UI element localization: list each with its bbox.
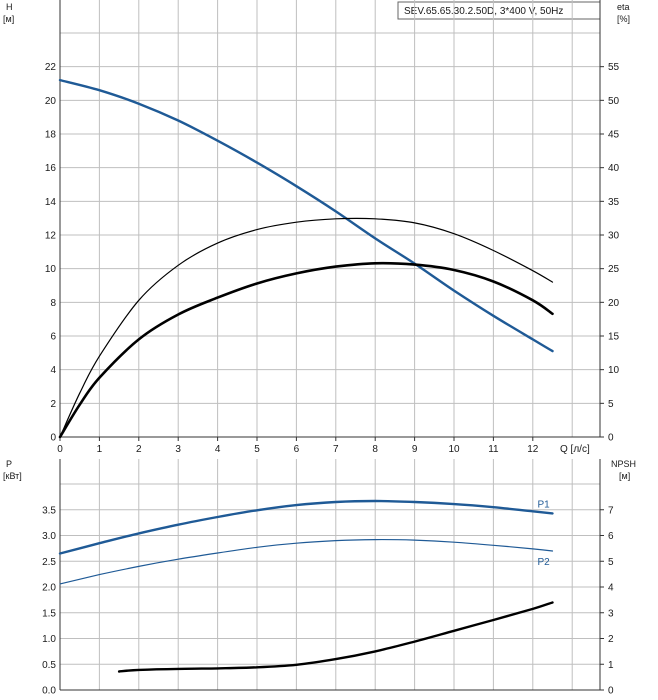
y-left-tick-label: 8 xyxy=(50,298,56,309)
y-left-tick-label: 0.0 xyxy=(42,686,56,697)
top-axes: 0246810121416182022051015202530354045505… xyxy=(45,0,620,455)
q-axis-label: Q [л/с] xyxy=(560,444,590,455)
y-right-tick-label: 4 xyxy=(608,583,614,594)
y-right-tick-label: 30 xyxy=(608,231,620,242)
x-tick-label: 10 xyxy=(448,444,460,455)
y-left-tick-label: 2 xyxy=(50,399,56,410)
h-axis-unit: [м] xyxy=(3,14,14,24)
y-right-tick-label: 0 xyxy=(608,686,614,697)
y-right-tick-label: 20 xyxy=(608,298,620,309)
y-right-tick-label: 5 xyxy=(608,557,614,568)
x-tick-label: 5 xyxy=(254,444,260,455)
x-tick-label: 2 xyxy=(136,444,142,455)
series-label-p2: P2 xyxy=(538,557,551,568)
y-left-tick-label: 1.5 xyxy=(42,608,56,619)
x-tick-label: 6 xyxy=(294,444,300,455)
h-axis-title: H xyxy=(6,2,13,12)
series-p1-line xyxy=(58,499,554,555)
y-right-tick-label: 10 xyxy=(608,365,620,376)
y-right-tick-label: 5 xyxy=(608,399,614,410)
series-h-line xyxy=(58,78,554,353)
y-left-tick-label: 22 xyxy=(45,62,57,73)
npsh-axis-unit: [м] xyxy=(619,471,630,481)
y-left-tick-label: 2.0 xyxy=(42,583,56,594)
top-grid xyxy=(60,0,600,438)
series-eta-thick-line xyxy=(58,261,554,439)
y-right-tick-label: 50 xyxy=(608,96,620,107)
series-label-p1: P1 xyxy=(538,499,551,510)
x-tick-label: 3 xyxy=(175,444,181,455)
y-right-tick-label: 3 xyxy=(608,608,614,619)
series-p2-line xyxy=(59,538,554,585)
y-left-tick-label: 16 xyxy=(45,163,57,174)
y-left-tick-label: 0.5 xyxy=(42,660,56,671)
y-right-tick-label: 1 xyxy=(608,660,614,671)
y-right-tick-label: 0 xyxy=(608,433,614,444)
y-right-tick-label: 6 xyxy=(608,531,614,542)
y-right-tick-label: 15 xyxy=(608,332,620,343)
x-tick-label: 4 xyxy=(215,444,221,455)
p-axis-unit: [кВт] xyxy=(3,471,22,481)
x-tick-label: 1 xyxy=(97,444,103,455)
y-left-tick-label: 4 xyxy=(50,365,56,376)
model-label: SEV.65.65.30.2.50D, 3*400 V, 50Hz xyxy=(404,6,563,17)
y-right-tick-label: 45 xyxy=(608,130,620,141)
y-right-tick-label: 55 xyxy=(608,62,620,73)
y-left-tick-label: 0 xyxy=(50,433,56,444)
y-left-tick-label: 1.0 xyxy=(42,634,56,645)
npsh-axis-title: NPSH xyxy=(611,459,636,469)
x-tick-label: 11 xyxy=(488,444,499,455)
eta-axis-unit: [%] xyxy=(617,14,630,24)
y-left-tick-label: 2.5 xyxy=(42,557,56,568)
bottom-grid xyxy=(60,459,600,691)
x-tick-label: 0 xyxy=(57,444,63,455)
y-left-tick-label: 14 xyxy=(45,197,57,208)
y-left-tick-label: 6 xyxy=(50,332,56,343)
y-left-tick-label: 18 xyxy=(45,130,57,141)
y-left-tick-label: 10 xyxy=(45,264,57,275)
series-npsh-line xyxy=(117,601,554,673)
y-right-tick-label: 25 xyxy=(608,264,620,275)
y-left-tick-label: 3.5 xyxy=(42,505,56,516)
p-axis-title: P xyxy=(6,459,12,469)
y-left-tick-label: 12 xyxy=(45,231,57,242)
y-left-tick-label: 20 xyxy=(45,96,57,107)
x-tick-label: 12 xyxy=(527,444,539,455)
bottom-axes: 0.0 0.5 1.0 1.5 2.0 2.5 3.0 3.5 0 1 2 3 4 5 6 7 xyxy=(42,459,614,697)
y-right-tick-label: 7 xyxy=(608,505,614,516)
x-tick-label: 9 xyxy=(412,444,418,455)
y-right-tick-label: 2 xyxy=(608,634,614,645)
x-tick-label: 7 xyxy=(333,444,339,455)
y-right-tick-label: 35 xyxy=(608,197,620,208)
top-series xyxy=(58,78,554,439)
x-tick-label: 8 xyxy=(372,444,378,455)
bottom-series: P1 P2 xyxy=(58,499,554,673)
model-legend-box: SEV.65.65.30.2.50D, 3*400 V, 50Hz xyxy=(397,1,601,20)
eta-axis-title: eta xyxy=(617,2,630,12)
series-eta-thin-line xyxy=(59,217,554,438)
y-left-tick-label: 3.0 xyxy=(42,531,56,542)
y-right-tick-label: 40 xyxy=(608,163,620,174)
